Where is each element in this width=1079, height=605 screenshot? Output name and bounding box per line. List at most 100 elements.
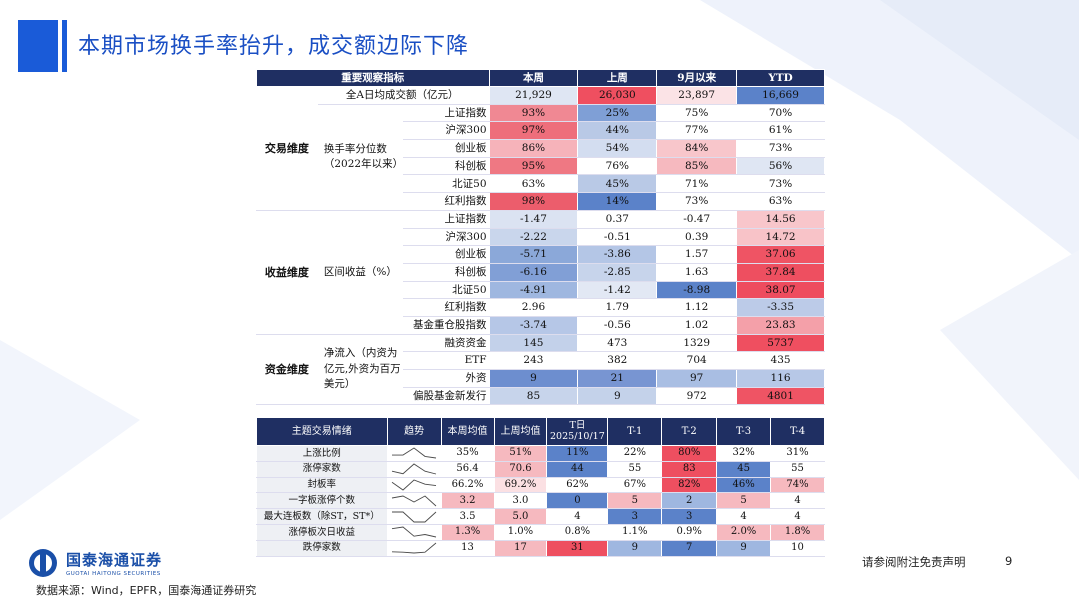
sparkline-path — [391, 463, 437, 475]
table1-header-ytd: YTD — [736, 69, 825, 87]
sentiment-metric-label: 最大连板数（除ST，ST*） — [256, 508, 388, 525]
table1-row: 沪深300 -2.22 -0.51 0.39 14.72 — [257, 227, 825, 247]
sub-indicator-label: 创业板 — [401, 139, 490, 158]
trend-sparkline — [392, 526, 437, 538]
value-cell: 4 — [716, 508, 772, 525]
value-cell: 73% — [736, 174, 825, 194]
value-cell: 75% — [656, 103, 738, 123]
value-cell: 243 — [488, 351, 579, 370]
value-cell: 145 — [488, 333, 579, 353]
sentiment-metric-label: 涨停板次日收益 — [256, 523, 388, 541]
table1-row: 偏股基金新发行 85 9 972 4801 — [257, 386, 825, 406]
value-cell: 14.72 — [736, 227, 825, 247]
value-cell: 31 — [546, 539, 609, 557]
value-cell: 56% — [736, 156, 825, 176]
value-cell: 69.2% — [493, 476, 548, 494]
value-cell: 1.57 — [656, 245, 738, 264]
page-title: 本期市场换手率抬升，成交额边际下降 — [78, 34, 470, 59]
value-cell: 3.2 — [440, 492, 495, 510]
value-cell: 54% — [577, 139, 658, 158]
value-cell: 93% — [488, 103, 579, 123]
value-cell: 16,669 — [736, 86, 825, 105]
table2-row: 上涨比例 35% 51% 11% 22% 80% 32% 31% — [256, 445, 825, 462]
value-cell: 98% — [488, 192, 579, 211]
value-cell: 382 — [577, 351, 658, 370]
value-cell: 1.0% — [493, 523, 548, 541]
value-cell: 44 — [546, 460, 609, 478]
sparkline-path — [392, 511, 437, 523]
value-cell: 38.07 — [736, 280, 825, 300]
value-cell: -2.22 — [488, 227, 579, 247]
sub-indicator-label: 外资 — [401, 369, 490, 388]
dimension-label: 资金维度 — [256, 333, 318, 406]
sentiment-metric-label: 封板率 — [256, 476, 388, 494]
value-cell: 473 — [577, 333, 658, 353]
value-cell: 46% — [716, 476, 772, 494]
sparkline-path — [392, 526, 437, 538]
value-cell: 4 — [546, 508, 609, 525]
disclaimer-note: 请参阅附注免责声明 — [862, 555, 966, 569]
sub-indicator-label: 北证50 — [401, 174, 490, 194]
value-cell: -4.91 — [488, 280, 579, 300]
sentiment-metric-label: 跌停家数 — [256, 539, 388, 557]
table2-header-last-week-avg: 上周均值 — [493, 417, 548, 446]
value-cell: 63% — [736, 192, 825, 211]
sparkline-path — [391, 479, 437, 491]
value-cell: 70.6 — [493, 460, 548, 478]
value-cell: 62% — [546, 476, 609, 494]
value-cell: 82% — [661, 476, 718, 494]
group-label: 净流入（内资为亿元,外资为百万美元） — [316, 333, 403, 406]
trend-sparkline — [391, 463, 437, 475]
theme-sentiment-table: 主题交易情绪 趋势 本周均值 上周均值 T日 2025/10/17 T-1 T-… — [256, 417, 825, 557]
table2-row: 封板率 66.2% 69.2% 62% 67% 82% 46% 74% — [256, 476, 825, 494]
sentiment-metric-label: 涨停家数 — [256, 460, 388, 478]
table2-row: 涨停家数 56.4 70.6 44 55 83 45 55 — [256, 460, 825, 478]
value-cell: 85 — [488, 386, 579, 406]
title-accent-line — [62, 20, 67, 72]
trend-cell — [386, 523, 442, 541]
table1-header-indicator: 重要观察指标 — [256, 69, 490, 87]
value-cell: 22% — [607, 445, 663, 462]
trend-cell — [386, 460, 442, 478]
dimension-label: 收益维度 — [256, 209, 318, 335]
value-cell: 63% — [488, 174, 579, 194]
sparkline-path — [392, 495, 437, 507]
sub-indicator-label: 创业板 — [401, 245, 490, 264]
sparkline-path — [392, 542, 437, 554]
value-cell: 116 — [736, 369, 825, 388]
value-cell: 972 — [656, 386, 738, 406]
value-cell: 14% — [577, 192, 658, 211]
company-logo: 国泰海通证券 GUOTAI HAITONG SECURITIES — [28, 548, 162, 578]
value-cell: 9 — [488, 369, 579, 388]
value-cell: -1.42 — [577, 280, 658, 300]
value-cell: 23,897 — [656, 86, 738, 105]
value-cell: -0.56 — [577, 315, 658, 335]
table1-row: 北证50 -4.91 -1.42 -8.98 38.07 — [257, 280, 825, 300]
value-cell: 74% — [770, 476, 825, 494]
value-cell: 11% — [546, 445, 609, 462]
value-cell: 0.8% — [546, 523, 609, 541]
value-cell: -3.86 — [577, 245, 658, 264]
value-cell: -0.51 — [577, 227, 658, 247]
value-cell: 95% — [488, 156, 579, 176]
value-cell: 31% — [770, 445, 825, 462]
value-cell: -3.35 — [736, 298, 825, 317]
value-cell: 73% — [656, 192, 738, 211]
value-cell: 5 — [607, 492, 663, 510]
table2-row: 跌停家数 13 17 31 9 7 9 10 — [256, 539, 825, 557]
value-cell: 21 — [577, 369, 658, 388]
value-cell: 9 — [716, 539, 772, 557]
sub-indicator-label: 科创板 — [401, 156, 490, 176]
value-cell: 2.0% — [716, 523, 772, 541]
value-cell: 44% — [577, 121, 658, 141]
logo-name-en: GUOTAI HAITONG SECURITIES — [66, 571, 161, 577]
table2-header-t-1: T-1 — [607, 417, 663, 446]
trend-cell — [386, 492, 442, 510]
value-cell: 1.12 — [656, 298, 738, 317]
value-cell: 76% — [577, 156, 658, 176]
sub-indicator-label: 沪深300 — [401, 227, 490, 247]
value-cell: 25% — [577, 103, 658, 123]
table1-row: 基金重仓股指数 -3.74 -0.56 1.02 23.83 — [257, 315, 825, 335]
trend-sparkline — [392, 495, 437, 507]
logo-mark-icon — [29, 549, 57, 577]
